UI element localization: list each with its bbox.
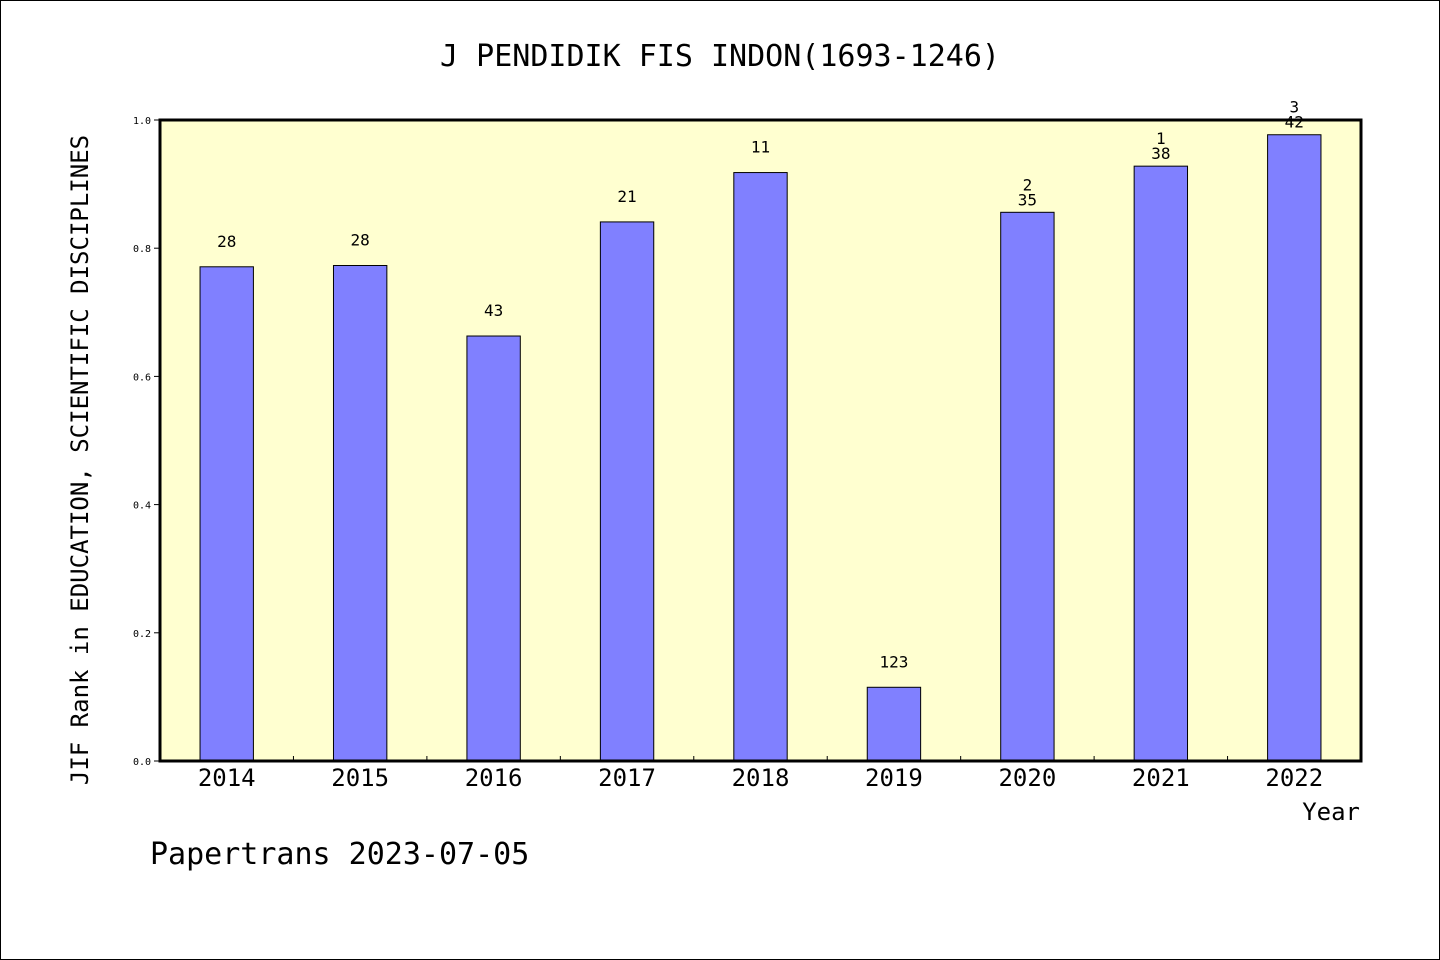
x-tick-label: 2014 [198,764,256,792]
y-tick-label: 0.8 [133,244,151,255]
bar-top-label: 1 [1156,129,1166,148]
bar-value-label: 28 [217,232,236,251]
bar-value-label: 43 [484,301,503,320]
bar-top-label: 2 [1023,175,1033,194]
y-tick-label: 0.2 [133,629,151,640]
y-axis-label: JIF Rank in EDUCATION, SCIENTIFIC DISCIP… [66,135,94,785]
bar-2014 [199,266,254,762]
bar-2019 [866,686,922,762]
y-tick-label: 0.4 [133,501,151,512]
ticks-group: 2014 2015 2016 2017 2018 2019 2020 2021 2022 0.0 0… [133,116,1323,792]
bar-2021 [1133,165,1189,762]
bar-value-label: 21 [617,187,636,206]
x-tick-label: 2016 [465,764,523,792]
bar-value-label: 28 [351,231,370,250]
x-tick-label: 2017 [598,764,656,792]
x-tick-label: 2022 [1265,764,1323,792]
bar-value-label: 123 [879,652,908,671]
x-tick-label: 2018 [732,764,790,792]
footer-text: Papertrans 2023-07-05 [150,837,529,872]
x-tick-label: 2021 [1132,764,1190,792]
x-tick-label: 2019 [865,764,923,792]
chart-title: J PENDIDIK FIS INDON(1693-1246) [440,39,1000,74]
x-axis-label: Year [1302,798,1360,826]
plot-border [158,118,1363,763]
bar-2022 [1267,134,1322,762]
x-tick-label: 2015 [331,764,389,792]
y-tick-label: 1.0 [133,116,151,127]
y-tick-label: 0.0 [133,757,151,768]
bar-value-label: 42 [1285,113,1304,132]
bars-group: 28 28 43 21 11 123 352 381 423 [199,98,1322,762]
y-tick-label: 0.6 [133,372,151,383]
bar-value-label: 35 [1018,190,1037,209]
bar-2017 [599,221,655,762]
bar-value-label: 38 [1151,144,1170,163]
bar-top-label: 3 [1289,98,1299,117]
bar-2020 [1000,211,1055,762]
bar-value-label: 11 [751,138,770,157]
x-tick-label: 2020 [998,764,1056,792]
bar-2015 [332,265,388,762]
bar-2016 [466,335,521,762]
bar-2018 [733,172,788,762]
